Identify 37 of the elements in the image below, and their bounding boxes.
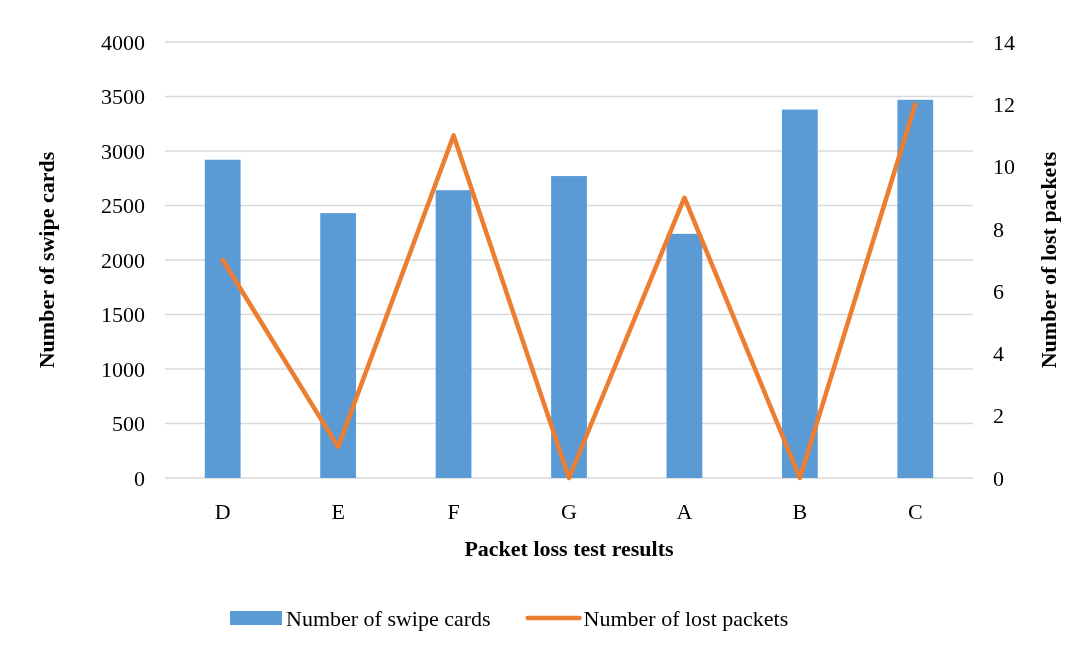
line-series	[220, 102, 918, 481]
y2-tick-label: 10	[993, 154, 1015, 180]
bar	[781, 109, 818, 478]
y2-tick-label: 2	[993, 403, 1004, 429]
y-tick-label: 3500	[101, 84, 145, 110]
y-tick-label: 2500	[101, 193, 145, 219]
bar	[320, 213, 357, 478]
y2-tick-label: 8	[993, 216, 1004, 242]
y-axis-title: Number of swipe cards	[33, 151, 59, 369]
bar	[435, 190, 472, 478]
y2-tick-label: 4	[993, 341, 1004, 367]
x-tick-label: C	[907, 498, 923, 524]
y2-tick-label: 6	[993, 278, 1004, 304]
y-tick-label: 3000	[101, 138, 145, 164]
y2-tick-label: 12	[993, 91, 1015, 117]
x-axis-title: Packet loss test results	[464, 535, 675, 561]
y2-tick-label: 14	[993, 29, 1015, 55]
x-tick-label: A	[676, 498, 693, 524]
x-tick-label: D	[214, 498, 231, 524]
y-tick-label: 1000	[101, 356, 145, 382]
y2-axis-title: Number of lost packets	[1035, 151, 1061, 369]
y-tick-label: 500	[112, 411, 145, 437]
x-tick-label: E	[331, 498, 345, 524]
y-tick-label: 2000	[101, 247, 145, 273]
bar	[666, 233, 703, 478]
legend-label: Number of lost packets	[583, 605, 789, 631]
y-tick-label: 0	[134, 465, 145, 491]
bar	[551, 176, 587, 478]
x-tick-label: G	[561, 498, 578, 524]
y-tick-label: 4000	[101, 29, 145, 55]
x-tick-label: B	[792, 498, 808, 524]
y-tick-label: 1500	[101, 302, 145, 328]
bar	[204, 159, 241, 478]
x-tick-label: F	[447, 498, 460, 524]
y2-tick-label: 0	[993, 465, 1004, 491]
legend-label: Number of swipe cards	[286, 605, 491, 631]
bar	[897, 99, 934, 478]
